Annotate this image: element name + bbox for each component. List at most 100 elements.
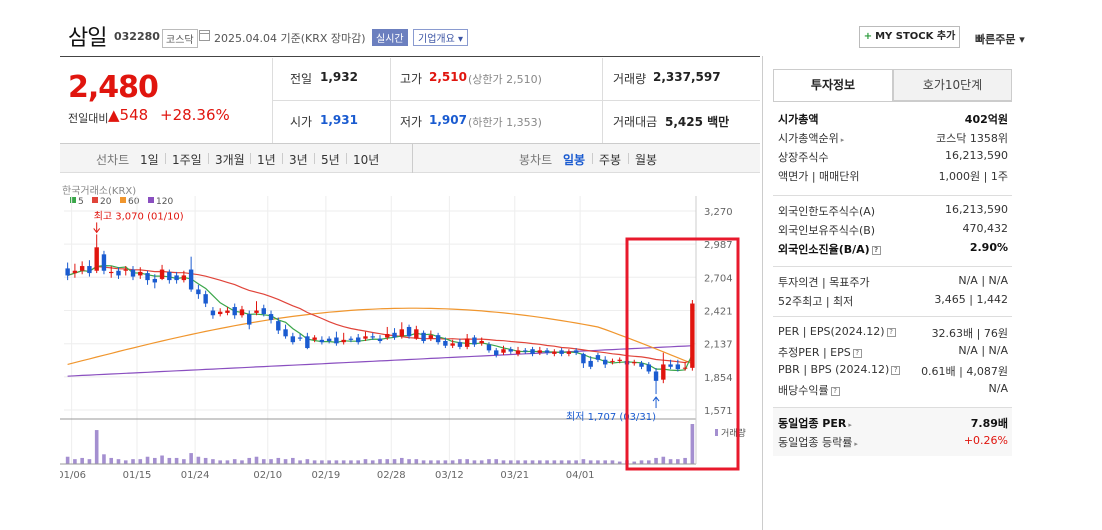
invest-row-label[interactable]: 동일업종 PER ▸ <box>778 417 852 430</box>
amount-value: 5,425 백만 <box>665 115 730 129</box>
volume-label: 거래량 <box>613 72 647 86</box>
quick-order-dropdown[interactable]: 빠른주문 ▾ <box>975 33 1025 46</box>
volume-bar <box>254 456 259 464</box>
candle-body <box>312 337 317 340</box>
invest-row-label: 외국인보유주식수(B) <box>778 224 876 237</box>
period-daily[interactable]: 일봉 <box>563 153 586 167</box>
help-icon[interactable]: ? <box>852 348 862 358</box>
candle-body <box>595 355 601 360</box>
amount-label: 거래대금 <box>613 115 658 129</box>
period-3y[interactable]: 3년 <box>289 153 308 167</box>
candle-body <box>530 349 535 354</box>
invest-row-value: N/A | N/A <box>958 274 1008 287</box>
quote-date: 2025.04.04 기준(KRX 장마감) <box>214 32 366 45</box>
legend-swatch <box>148 197 154 203</box>
divider <box>314 153 315 164</box>
candle-body <box>450 343 455 346</box>
y-tick-label: 3,270 <box>704 207 733 218</box>
volume-bar <box>567 460 571 464</box>
candle-body <box>559 350 564 354</box>
candle-body <box>472 337 477 345</box>
current-price: 2,480 <box>68 70 159 105</box>
divider <box>272 100 760 101</box>
ma5-line <box>67 264 693 372</box>
volume-bar <box>421 460 426 464</box>
candle-body <box>159 269 165 279</box>
candle-body <box>428 335 434 339</box>
high-label: 고가 <box>400 72 423 86</box>
volume-bar <box>73 459 77 464</box>
realtime-button[interactable]: 실시간 <box>372 29 408 46</box>
tab-order-book[interactable]: 호가10단계 <box>893 69 1012 101</box>
candle-body <box>566 351 572 354</box>
candle-body <box>65 268 70 276</box>
period-toolbar <box>60 143 760 173</box>
volume-bar <box>349 460 353 464</box>
candle-body <box>116 270 121 276</box>
highlight-box <box>625 237 740 471</box>
price-chart[interactable]: 한국거래소(KRX)5 20 60 120 3,270 2,987 2,704 2,421 2,… <box>60 176 760 484</box>
divider <box>412 144 413 173</box>
volume-bar <box>610 460 615 464</box>
x-tick-label: 04/01 <box>566 470 595 481</box>
candle-body <box>544 350 550 353</box>
invest-row: 상장주식수 16,213,590 <box>778 149 1008 167</box>
period-3m[interactable]: 3개월 <box>215 153 245 167</box>
add-mystock-button[interactable]: + MY STOCK 추가 <box>859 26 960 48</box>
stock-code: 032280 <box>114 30 160 43</box>
candle-body <box>573 350 579 353</box>
volume-bar <box>276 457 281 464</box>
price-change-pct: +28.36% <box>160 106 230 124</box>
price-change: ▲548 <box>108 106 149 124</box>
volume-bar <box>87 459 92 464</box>
y-tick-label: 2,704 <box>704 273 733 284</box>
company-info-dropdown[interactable]: 기업개요 ▾ <box>413 29 468 46</box>
volume-bar <box>603 460 607 464</box>
invest-row-label: 액면가 | 매매단위 <box>778 170 860 183</box>
candle-body <box>283 329 288 337</box>
high-value: 2,510 <box>429 70 467 84</box>
period-1y[interactable]: 1년 <box>257 153 276 167</box>
candle-body <box>406 326 412 337</box>
candle-body <box>72 270 78 274</box>
candle-body <box>225 310 230 313</box>
volume-bar <box>94 430 99 464</box>
invest-row: 액면가 | 매매단위 1,000원 | 1주 <box>778 168 1008 186</box>
help-icon[interactable]: ? <box>891 365 901 375</box>
volume-bar <box>378 459 382 464</box>
y-tick-label: 1,854 <box>704 373 733 384</box>
invest-row: 외국인보유주식수(B) 470,432 <box>778 222 1008 240</box>
x-tick-label: 03/21 <box>500 470 529 481</box>
volume-bar <box>153 457 157 464</box>
invest-row-label: 시가총액 <box>778 113 819 126</box>
invest-row-label[interactable]: 동일업종 등락률 ▸ <box>778 436 858 449</box>
invest-row-label: 투자의견 | 목표주가 <box>778 276 870 289</box>
invest-row-value: 16,213,590 <box>945 203 1008 216</box>
candle-body <box>268 314 274 320</box>
legend-swatch <box>92 197 98 203</box>
help-icon[interactable]: ? <box>886 327 896 337</box>
period-1d[interactable]: 1일 <box>140 153 159 167</box>
period-weekly[interactable]: 주봉 <box>599 153 622 167</box>
invest-row-value: 3,465 | 1,442 <box>934 293 1008 306</box>
period-1w[interactable]: 1주일 <box>172 153 202 167</box>
candle-body <box>181 275 187 281</box>
volume-bar <box>465 459 469 464</box>
invest-row-value: 16,213,590 <box>945 149 1008 162</box>
invest-row-value: 470,432 <box>962 222 1009 235</box>
volume-bar <box>102 454 106 464</box>
volume-bar <box>458 459 462 464</box>
invest-row-label[interactable]: 시가총액순위 ▸ <box>778 132 845 145</box>
volume-bar <box>138 459 143 464</box>
volume-bar <box>450 460 455 464</box>
period-monthly[interactable]: 월봉 <box>635 153 658 167</box>
period-10y[interactable]: 10년 <box>353 153 380 167</box>
volume-bar <box>596 460 600 464</box>
help-icon[interactable]: ? <box>830 386 840 396</box>
invest-row-value: 1,000원 | 1주 <box>938 170 1008 183</box>
upper-limit: (상한가 2,510) <box>468 73 542 86</box>
divider <box>773 101 1012 102</box>
tab-invest-info[interactable]: 투자정보 <box>773 69 893 101</box>
period-5y[interactable]: 5년 <box>321 153 340 167</box>
help-icon[interactable]: ? <box>871 245 881 255</box>
